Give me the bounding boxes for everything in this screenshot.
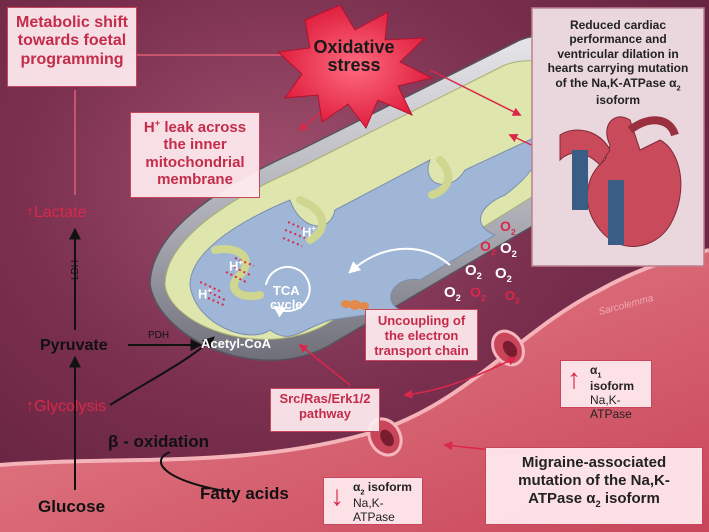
sarcolemma-surface — [0, 248, 709, 467]
beta-oxidation-label: β - oxidation — [108, 432, 210, 451]
tca-label: TCA cycle — [270, 284, 303, 311]
migraine-box: Migraine-associated mutation of the Na,K… — [485, 447, 703, 525]
glycolysis-label: ↑Glycolysis — [26, 398, 106, 416]
alpha1-channel — [491, 329, 525, 367]
fatty-acids-label: Fatty acids — [200, 484, 289, 503]
tca-text: TCA — [272, 283, 300, 298]
h-plus-2: H+ — [229, 258, 244, 274]
mitochondrial-matrix — [189, 134, 542, 337]
cardiac-alpha-sub: 2 — [676, 82, 681, 92]
alpha2-sub: 2 — [360, 487, 365, 497]
h-plus-3: H+ — [302, 224, 317, 240]
pathway-line1: Src/Ras/Erk1/2 — [279, 391, 371, 406]
ldh-label: LDH — [70, 259, 81, 280]
o2-2: O2 — [480, 238, 496, 257]
o2-1: O2 — [500, 218, 516, 237]
glucose-label: Glucose — [38, 497, 106, 516]
heart-illustration — [531, 7, 705, 267]
alpha1-symbol: α — [590, 363, 598, 377]
o2-3: O2 — [500, 240, 517, 259]
alpha1-isoform: isoform — [590, 378, 635, 393]
alpha2-box: ↓ α2 isoform Na,K-ATPase — [323, 477, 423, 525]
lactate-label: ↑Lactate — [26, 204, 86, 222]
arrow-down-icon: ↓ — [330, 480, 344, 511]
uncoupling-box: Uncoupling of the electron transport cha… — [365, 309, 478, 361]
cycle-text: cycle — [270, 296, 303, 312]
pyruvate-label: Pyruvate — [40, 337, 108, 354]
metabolic-shift-text: Metabolic shift towards foetal programmi… — [15, 14, 128, 68]
o2-arrow — [348, 247, 451, 274]
o2-7: O2 — [470, 284, 486, 303]
migraine-alpha: α — [586, 490, 596, 507]
glycolysis-text: Glycolysis — [34, 398, 107, 415]
metabolic-arrows — [69, 227, 231, 493]
proton-leak-marks — [199, 221, 307, 307]
alpha2-atpase: Na,K-ATPase — [353, 495, 395, 524]
arrow-up-icon: ↑ — [567, 363, 581, 394]
o2-4: O2 — [465, 262, 482, 281]
h-sup: + — [154, 118, 161, 128]
arrow-up-icon: ↑ — [26, 398, 34, 415]
cardiac-text: Reduced cardiac performance and ventricu… — [547, 18, 689, 90]
pathway-box: Src/Ras/Erk1/2 pathway — [270, 388, 380, 432]
cardiac-box: Reduced cardiac performance and ventricu… — [542, 14, 694, 130]
arrow-up-icon: ↑ — [26, 204, 34, 221]
alpha1-box: ↑ α1 isoform Na,K-ATPase — [560, 360, 652, 420]
tca-cycle-ring — [265, 266, 311, 318]
lactate-text: Lactate — [34, 204, 87, 221]
o2-5: O2 — [495, 265, 512, 284]
cardiac-alpha: α — [669, 75, 677, 90]
h-symbol: H — [143, 119, 155, 136]
oxidative-stress-label: Oxidative stress — [313, 37, 395, 75]
cardiac-isoform: isoform — [595, 92, 640, 107]
alpha1-sub: 1 — [597, 370, 602, 380]
oxidative-stress-star — [276, 4, 434, 129]
metabolic-shift-box: Metabolic shift towards foetal programmi… — [7, 7, 137, 87]
alpha2-symbol: α — [353, 480, 361, 494]
alpha2-isoform: isoform — [367, 480, 412, 494]
o2-6: O2 — [444, 284, 461, 303]
migraine-alpha-sub: 2 — [595, 499, 601, 509]
h-plus-1: H+ — [198, 286, 213, 302]
h-leak-box: H+ leak across the inner mitochondrial m… — [130, 112, 260, 198]
h-leak-text: leak across the inner mitochondrial memb… — [145, 119, 247, 188]
migraine-text: Migraine-associated mutation of the Na,K… — [518, 454, 670, 507]
acetyl-coa-label: Acetyl-CoA — [201, 336, 272, 351]
migraine-isoform: isoform — [604, 490, 660, 507]
uncoupling-text: Uncoupling of the electron transport cha… — [374, 313, 469, 358]
pathway-line2: pathway — [298, 405, 351, 421]
alpha1-atpase: Na,K-ATPase — [590, 392, 632, 421]
o2-8: O2 — [505, 288, 520, 306]
pdh-label: PDH — [148, 330, 170, 341]
